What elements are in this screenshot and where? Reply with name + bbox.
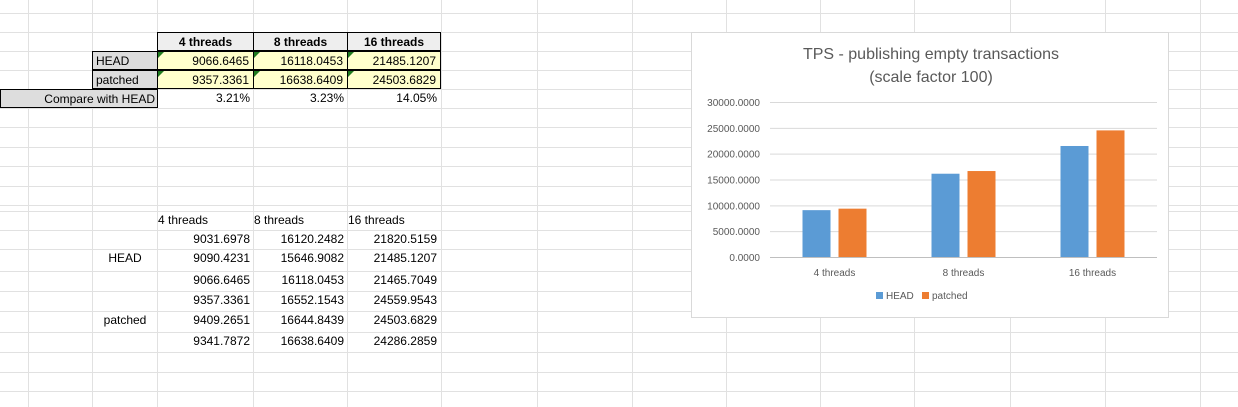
bar-patched-3[interactable] [1096,130,1125,257]
bar-head-2[interactable] [931,173,960,257]
bar-patched-2[interactable] [967,171,996,257]
compare-cell[interactable]: 14.05% [396,91,437,105]
bar-head-3[interactable] [1060,145,1089,257]
y-tick-label: 0.0000 [729,253,760,264]
bar-head-1[interactable] [802,210,831,257]
legend-swatch-patched [922,292,929,299]
x-category-label: 16 threads [1069,268,1116,279]
y-tick-label: 25000.0000 [707,124,760,135]
raw-group-label-patched[interactable]: patched [103,313,147,327]
raw-value-cell[interactable]: 24503.6829 [373,313,437,327]
y-tick-label: 30000.0000 [707,98,760,109]
raw-value-cell[interactable]: 21820.5159 [373,232,437,246]
legend-label-patched: patched [932,291,968,302]
y-tick-label: 10000.0000 [707,201,760,212]
raw-value-cell[interactable]: 24286.2859 [373,334,437,348]
bar-patched-1[interactable] [838,208,867,257]
value-cell[interactable]: 16118.0453 [253,51,348,70]
raw-value-cell[interactable]: 21465.7049 [373,273,437,287]
header-cell-4-threads[interactable]: 4 threads [157,32,254,51]
value-cell[interactable]: 9066.6465 [157,51,254,70]
raw-value-cell[interactable]: 21485.1207 [373,251,437,265]
chart-title-line-2: (scale factor 100) [869,69,993,86]
value-cell[interactable]: 16638.6409 [253,70,348,89]
row-label-patched[interactable]: patched [92,70,158,89]
raw-value-cell[interactable]: 9090.4231 [193,251,250,265]
raw-value-cell[interactable]: 16118.0453 [281,273,344,287]
raw-value-cell[interactable]: 9357.3361 [193,293,250,307]
value-cell[interactable]: 24503.6829 [347,70,441,89]
raw-group-label-head[interactable]: HEAD [108,251,142,265]
value-cell[interactable]: 21485.1207 [347,51,441,70]
raw-value-cell[interactable]: 16644.8439 [280,313,344,327]
raw-value-cell[interactable]: 16120.2482 [280,232,344,246]
chart-canvas: TPS - publishing empty transactions (sca… [707,46,1157,302]
raw-value-cell[interactable]: 16638.6409 [280,334,344,348]
y-tick-label: 5000.0000 [713,227,761,238]
legend-swatch-head [876,292,883,299]
raw-header-8-threads[interactable]: 8 threads [254,213,305,227]
raw-header-4-threads[interactable]: 4 threads [158,213,209,227]
value-cell[interactable]: 9357.3361 [157,70,254,89]
tps-bar-chart[interactable]: TPS - publishing empty transactions (sca… [691,32,1169,318]
chart-title-line-1: TPS - publishing empty transactions [803,46,1059,63]
compare-cell[interactable]: 3.23% [309,91,344,105]
raw-value-cell[interactable]: 9341.7872 [193,334,250,348]
row-label-head[interactable]: HEAD [92,51,158,70]
y-tick-label: 20000.0000 [707,150,760,161]
raw-value-cell[interactable]: 15646.9082 [280,251,344,265]
row-label-compare[interactable]: Compare with HEAD [0,89,158,108]
x-category-label: 4 threads [814,268,856,279]
raw-value-cell[interactable]: 16552.1543 [280,293,344,307]
legend-label-head: HEAD [886,291,914,302]
raw-value-cell[interactable]: 9409.2651 [193,313,250,327]
raw-value-cell[interactable]: 9031.6978 [193,232,250,246]
y-tick-label: 15000.0000 [707,176,760,187]
x-category-label: 8 threads [943,268,985,279]
compare-cell[interactable]: 3.21% [215,91,250,105]
raw-value-cell[interactable]: 24559.9543 [373,293,437,307]
raw-value-cell[interactable]: 9066.6465 [193,273,250,287]
header-cell-8-threads[interactable]: 8 threads [253,32,348,51]
header-cell-16-threads[interactable]: 16 threads [347,32,441,51]
raw-header-16-threads[interactable]: 16 threads [348,213,405,227]
